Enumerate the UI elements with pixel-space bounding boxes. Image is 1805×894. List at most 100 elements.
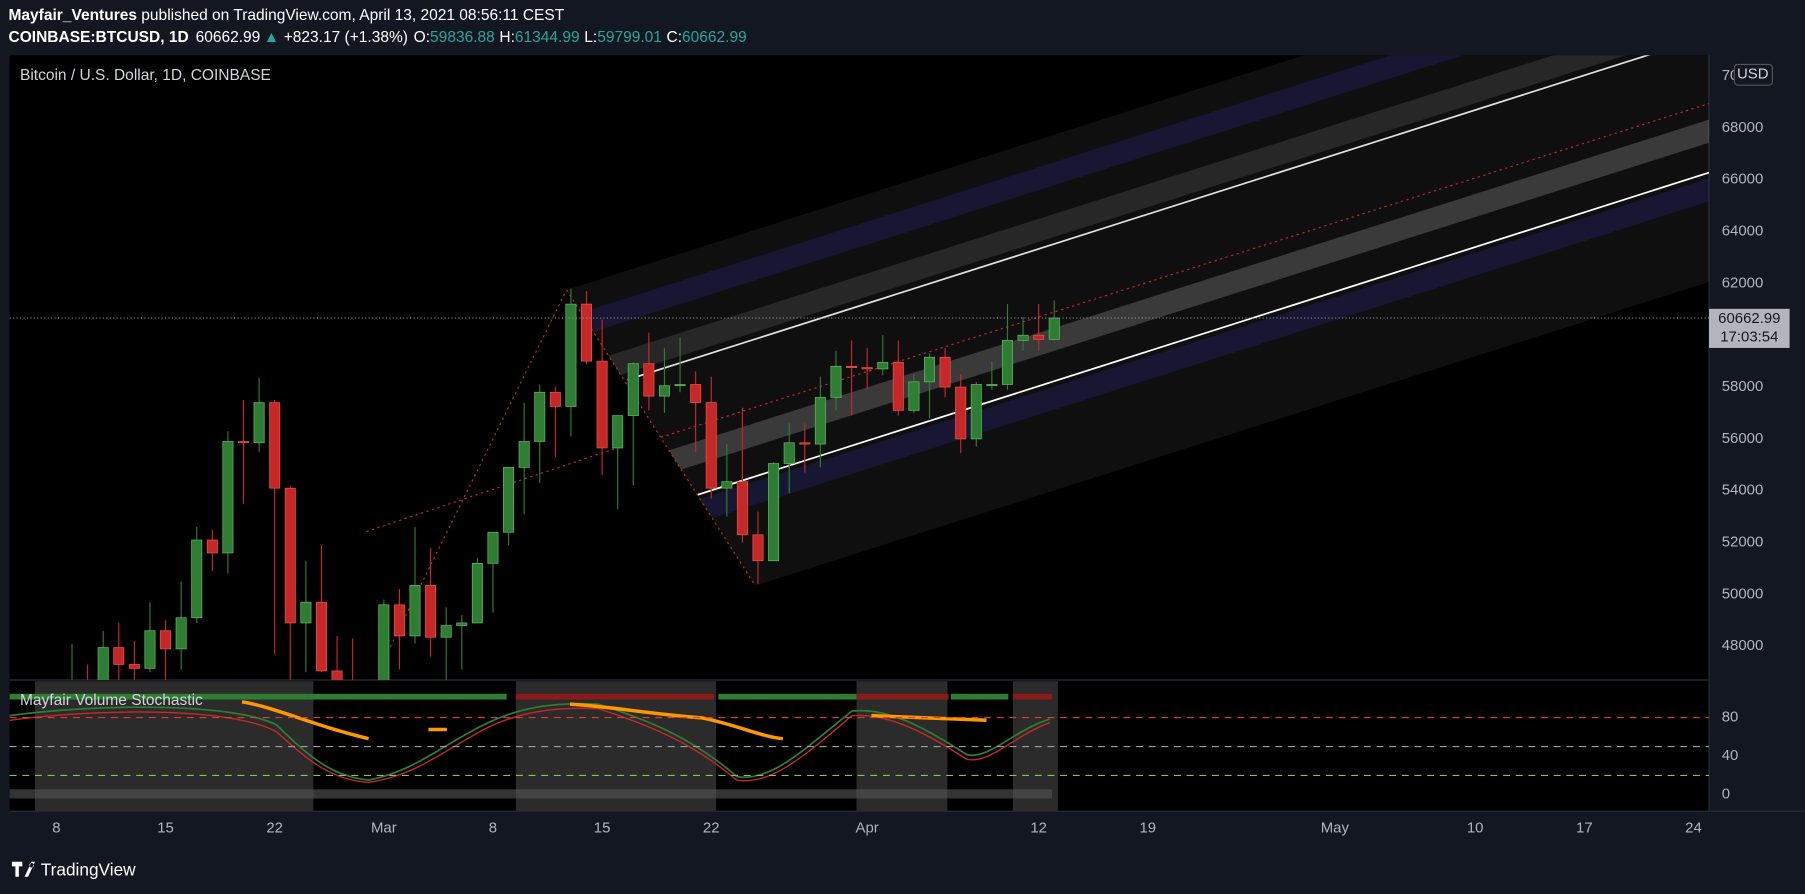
candle-body: [581, 303, 593, 362]
lower-line: [697, 171, 1710, 496]
candle-body: [425, 585, 437, 638]
x-tick-label: May: [1321, 819, 1350, 836]
price-badge: [1709, 308, 1790, 348]
trend-strip: [856, 693, 949, 700]
candle-body: [97, 647, 109, 680]
trend-strip: [515, 693, 714, 700]
logo: TradingView: [11, 860, 136, 880]
candle-body: [783, 442, 795, 464]
y-tick-label: 54000: [1722, 482, 1764, 499]
candle-body: [128, 664, 140, 669]
candle-body: [908, 381, 920, 411]
candle-body: [440, 625, 452, 638]
candle-body: [206, 539, 218, 554]
candle-body: [222, 441, 234, 554]
x-tick-label: 19: [1139, 819, 1156, 836]
y-tick-label: 48000: [1722, 637, 1764, 654]
trend-strip: [308, 693, 507, 700]
candle-body: [378, 604, 390, 680]
candle-body: [253, 402, 265, 444]
indicator-tick-label: 80: [1722, 709, 1739, 726]
candle-body: [658, 385, 670, 397]
blue-band: [566, 55, 1710, 374]
countdown: 17:03:54: [1720, 329, 1778, 346]
x-tick-label: 8: [489, 819, 497, 836]
y-tick-label: 64000: [1722, 222, 1764, 239]
swing-median: [366, 445, 622, 533]
candle-body: [892, 362, 904, 411]
candle-body: [627, 363, 639, 416]
candle-body: [191, 539, 203, 619]
volume-strip: [9, 789, 1053, 799]
candle-body: [1048, 317, 1060, 340]
x-tick-label: 24: [1685, 819, 1702, 836]
stoch-d: [9, 707, 1051, 784]
candle-body: [736, 481, 748, 536]
indicator-tick-label: 0: [1722, 786, 1730, 803]
logo-mark: [11, 861, 35, 877]
price-axis: [1709, 55, 1805, 812]
candle-body: [238, 441, 250, 444]
candle-body: [518, 441, 530, 468]
x-tick-label: 15: [157, 819, 174, 836]
high-value: 61344.99: [515, 29, 580, 46]
y-tick-label: 52000: [1722, 534, 1764, 551]
candle-body: [643, 363, 655, 397]
candle-body: [814, 397, 826, 445]
candle-body: [1001, 340, 1013, 385]
upper-line: [627, 55, 1710, 381]
publish-line: Mayfair_Ventures published on TradingVie…: [9, 7, 565, 24]
close-label: C:: [667, 29, 683, 46]
candle-body: [939, 356, 951, 388]
candle-body: [846, 365, 858, 368]
open-label: O:: [414, 29, 430, 46]
change: +823.17 (+1.38%): [284, 29, 408, 46]
candle-body: [596, 360, 608, 449]
pale-band: [566, 55, 1710, 426]
candle-body: [471, 562, 483, 624]
close-value: 60662.99: [682, 29, 747, 46]
candle-body: [565, 303, 577, 407]
author[interactable]: Mayfair_Ventures: [9, 7, 138, 24]
median-line: [660, 103, 1710, 438]
candle-body: [721, 481, 733, 489]
candle-body: [269, 402, 281, 489]
last-price: 60662.99: [196, 29, 261, 46]
candle-body: [144, 630, 156, 669]
symbol: COINBASE:BTCUSD, 1D: [9, 29, 189, 46]
y-tick-label: 66000: [1722, 171, 1764, 188]
candle-body: [986, 384, 998, 386]
candle-body: [393, 604, 405, 637]
candle-body: [1033, 334, 1045, 340]
candle-body: [768, 463, 780, 562]
trend-strip: [9, 693, 309, 700]
currency-badge: [1733, 63, 1773, 86]
y-tick-label: 56000: [1722, 430, 1764, 447]
candle-body: [861, 367, 873, 370]
candle-body: [752, 534, 764, 562]
candle-body: [674, 384, 686, 387]
indicator-tick-label: 40: [1722, 747, 1739, 764]
x-tick-label: 12: [1030, 819, 1047, 836]
candle-body: [456, 622, 468, 626]
x-tick-label: 15: [594, 819, 611, 836]
publish-info: published on TradingView.com, April 13, …: [137, 7, 565, 24]
low-value: 59799.01: [597, 29, 662, 46]
brand[interactable]: TradingView: [41, 860, 136, 880]
y-tick-label: 68000: [1722, 119, 1764, 136]
last-price-label: 60662.99: [1718, 310, 1780, 327]
low-label: L:: [584, 29, 597, 46]
x-tick-label: 8: [52, 819, 60, 836]
candle-body: [877, 362, 889, 370]
x-tick-label: Apr: [856, 819, 879, 836]
candle-body: [409, 585, 421, 637]
candle-body: [300, 601, 312, 624]
symbol-line: COINBASE:BTCUSD, 1D 60662.99 ▲ +823.17 (+1.…: [9, 29, 747, 46]
x-tick-label: 22: [266, 819, 283, 836]
candle-body: [612, 415, 624, 449]
chart-title: Bitcoin / U.S. Dollar, 1D, COINBASE: [20, 67, 271, 84]
candle-body: [487, 531, 499, 564]
trend-strip: [1012, 693, 1053, 700]
indicator-title: Mayfair Volume Stochastic: [20, 692, 203, 709]
